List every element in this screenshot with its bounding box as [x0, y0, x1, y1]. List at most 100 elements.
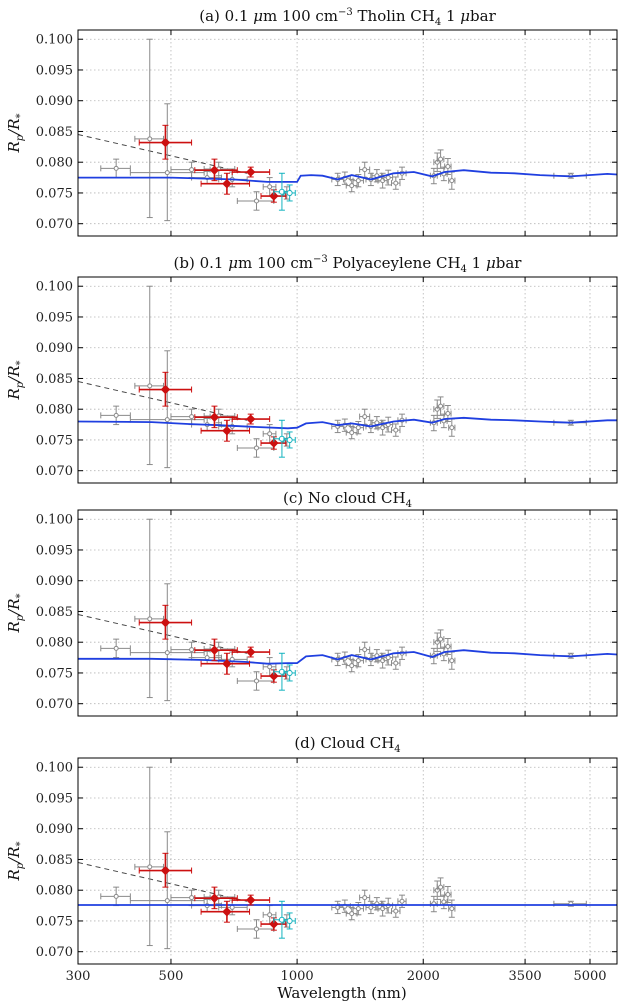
gray-data-point-marker: [362, 647, 368, 653]
model-spectrum-line: [78, 649, 617, 665]
red-data-point-marker: [222, 179, 232, 189]
gray-data-point-marker: [147, 136, 153, 142]
red-data-point: [194, 886, 238, 910]
gray-data-point: [331, 419, 344, 434]
gray-data-point: [371, 649, 382, 663]
cyan-data-point-marker: [278, 435, 285, 442]
y-tick-label: 0.100: [36, 761, 73, 776]
gray-data-point-marker: [393, 908, 399, 914]
gray-data-point-marker: [445, 644, 451, 650]
red-data-point-marker: [246, 167, 256, 177]
gray-data-point: [371, 897, 382, 911]
x-tick-label: 1000: [281, 969, 314, 984]
y-tick-label: 0.095: [36, 310, 73, 325]
gray-data-point-marker: [267, 431, 273, 437]
gray-data-point: [365, 900, 377, 915]
red-data-point-marker: [269, 438, 279, 448]
ylabel-sub: p: [15, 862, 26, 869]
gray-data-point-marker: [385, 655, 391, 661]
red-data-point: [231, 166, 271, 178]
gray-data-point: [345, 178, 358, 193]
gray-data-point: [383, 169, 394, 186]
ylabel-main: R: [5, 388, 23, 400]
title-part: m 100 cm: [238, 254, 313, 272]
title-part: Tholin CH: [353, 7, 435, 25]
model-spectrum-line: [78, 169, 617, 183]
red-data-point-marker: [160, 384, 171, 395]
gray-data-point-marker: [385, 175, 391, 181]
y-tick-label: 0.075: [36, 433, 73, 448]
gray-data-point: [436, 877, 445, 897]
gray-data-point: [444, 638, 452, 656]
gray-data-point-marker: [445, 164, 451, 170]
y-tick-label: 0.080: [36, 884, 73, 899]
y-axis-label: Rp/R*: [5, 841, 26, 881]
x-tick-label: 5000: [573, 969, 606, 984]
title-part: 1: [467, 254, 486, 272]
gray-data-point: [100, 638, 131, 659]
gray-data-point-marker: [355, 425, 361, 431]
gray-data-point-marker: [253, 678, 259, 684]
gray-data-point: [436, 149, 445, 169]
title-part: 1: [441, 7, 460, 25]
y-tick-label: 0.075: [36, 666, 73, 681]
red-data-point: [138, 371, 193, 407]
gray-data-point-marker: [393, 180, 399, 186]
title-mu: μ: [486, 254, 496, 272]
red-data-point: [194, 638, 238, 662]
gray-data-point: [444, 158, 452, 176]
gray-data-point-marker: [189, 895, 195, 901]
title-part: (b) 0.1: [174, 254, 229, 272]
gray-data-point: [371, 416, 382, 430]
gray-data-point-marker: [189, 647, 195, 653]
gray-data-point-marker: [349, 430, 355, 436]
ylabel-sub: *: [15, 360, 26, 365]
gray-data-point: [134, 285, 165, 466]
gray-data-point: [236, 919, 275, 939]
gray-data-point-marker: [253, 198, 259, 204]
gray-data-point-marker: [113, 412, 119, 418]
gray-data-point: [338, 899, 351, 913]
gray-data-point-marker: [438, 156, 444, 162]
gray-data-point-marker: [164, 898, 170, 904]
gray-data-point: [383, 649, 394, 666]
red-data-point-marker: [160, 137, 171, 148]
red-data-point: [200, 419, 251, 442]
gray-data-point: [345, 906, 358, 921]
panel-title: (b) 0.1 μm 100 cm−3 Polyaceylene CH4 1 μ…: [174, 254, 523, 275]
panel-title: (a) 0.1 μm 100 cm−3 Tholin CH4 1 μbar: [199, 7, 496, 28]
y-tick-label: 0.095: [36, 543, 73, 558]
gray-data-point: [100, 886, 131, 907]
ylabel-main: R: [5, 621, 23, 633]
gray-data-point-marker: [164, 417, 170, 423]
y-tick-label: 0.080: [36, 403, 73, 418]
gray-data-point-marker: [147, 864, 153, 870]
panel-d: (d) Cloud CH4 0.070 0.075 0.080 0.085 0.090 0.…: [5, 734, 618, 984]
gray-data-point: [440, 894, 448, 910]
gray-data-point: [203, 641, 236, 657]
gray-data-point-marker: [355, 906, 361, 912]
ylabel-main: R: [5, 141, 23, 153]
gray-data-point-marker: [441, 899, 447, 905]
gray-data-point: [383, 416, 394, 433]
gray-data-point: [191, 650, 222, 665]
gray-data-point-marker: [253, 445, 259, 451]
gray-data-point: [134, 518, 165, 699]
gray-data-point: [448, 171, 456, 190]
red-data-point-marker: [269, 191, 279, 201]
red-data-point-marker: [209, 165, 220, 175]
y-tick-label: 0.100: [36, 280, 73, 295]
plot-frame: [77, 29, 618, 237]
gray-data-point: [436, 396, 445, 416]
gray-data-point-marker: [164, 650, 170, 656]
plot-area: [78, 38, 617, 222]
gray-data-point-marker: [147, 616, 153, 622]
trend-line: [78, 614, 248, 654]
ylabel-main: R: [5, 869, 23, 881]
title-sub: 4: [394, 744, 400, 755]
cyan-data-point-marker: [278, 188, 285, 195]
cyan-data-point: [283, 431, 296, 449]
y-tick-label: 0.085: [36, 605, 73, 620]
red-data-point-marker: [246, 414, 256, 424]
